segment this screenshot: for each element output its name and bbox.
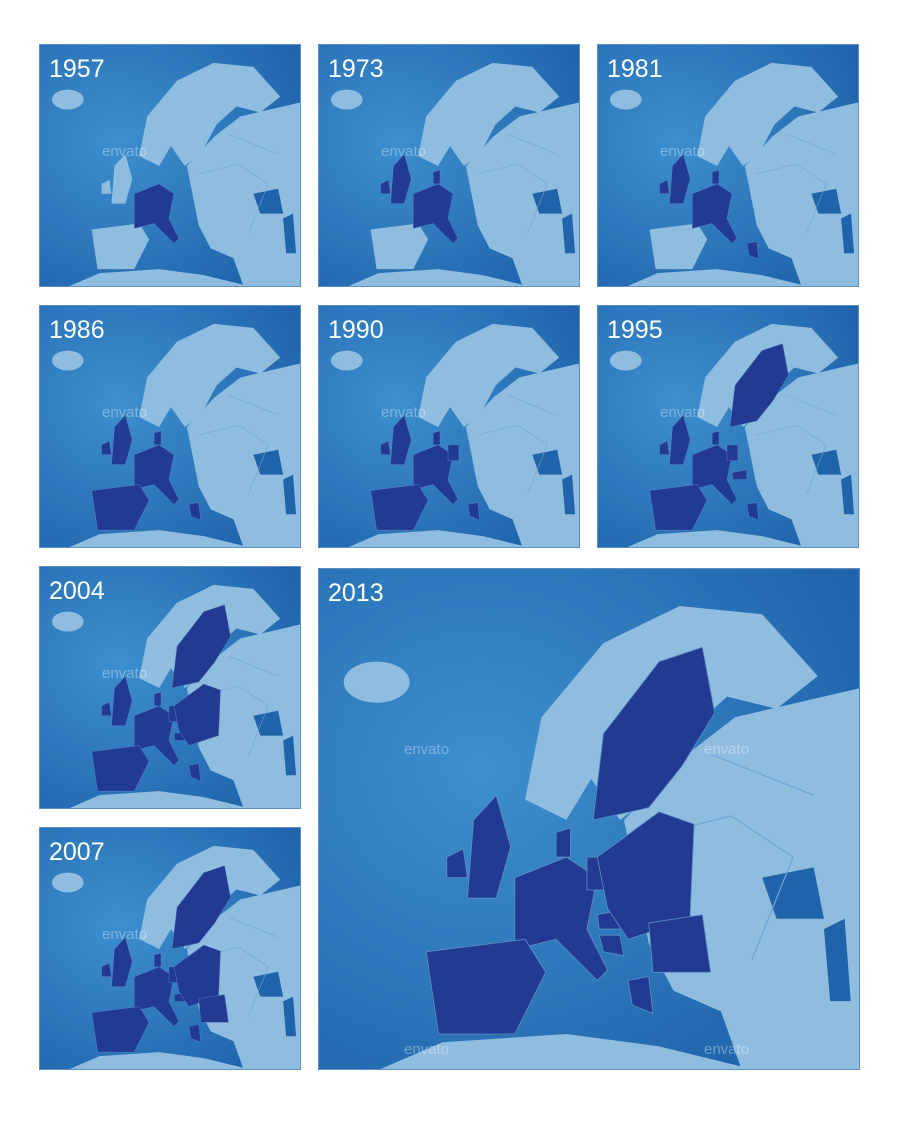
year-label: 1990 — [328, 316, 384, 344]
year-label: 1973 — [328, 55, 384, 83]
year-label: 2004 — [49, 577, 105, 605]
map — [319, 306, 579, 547]
map — [598, 306, 858, 547]
year-label: 1995 — [607, 316, 663, 344]
year-label: 1986 — [49, 316, 105, 344]
watermark: envato — [381, 404, 427, 421]
watermark: envato — [102, 404, 148, 421]
watermark: envato — [660, 143, 706, 160]
year-label: 1981 — [607, 55, 663, 83]
map — [40, 828, 300, 1069]
map-panel: 2007 envato — [39, 827, 301, 1070]
watermark: envato — [404, 1041, 450, 1058]
watermark: envato — [704, 741, 750, 758]
year-label: 2007 — [49, 838, 105, 866]
year-label: 2013 — [328, 579, 384, 607]
watermark: envato — [404, 741, 450, 758]
map — [40, 567, 300, 808]
map-panel: 1981 envato — [597, 44, 859, 287]
watermark: envato — [102, 665, 148, 682]
map — [40, 45, 300, 286]
map — [319, 569, 859, 1069]
watermark: envato — [660, 404, 706, 421]
map-panel: 1957 envato — [39, 44, 301, 287]
map-panel: 1995 envato — [597, 305, 859, 548]
map-panel: 2013 envato envato envato envato — [318, 568, 860, 1070]
year-label: 1957 — [49, 55, 105, 83]
map — [598, 45, 858, 286]
watermark: envato — [381, 143, 427, 160]
map-panel: 1986 envato — [39, 305, 301, 548]
map — [319, 45, 579, 286]
map-panel: 2004 envato — [39, 566, 301, 809]
watermark: envato — [704, 1041, 750, 1058]
watermark: envato — [102, 926, 148, 943]
map-panel: 1990 envato — [318, 305, 580, 548]
map — [40, 306, 300, 547]
watermark: envato — [102, 143, 148, 160]
map-panel: 1973 envato — [318, 44, 580, 287]
